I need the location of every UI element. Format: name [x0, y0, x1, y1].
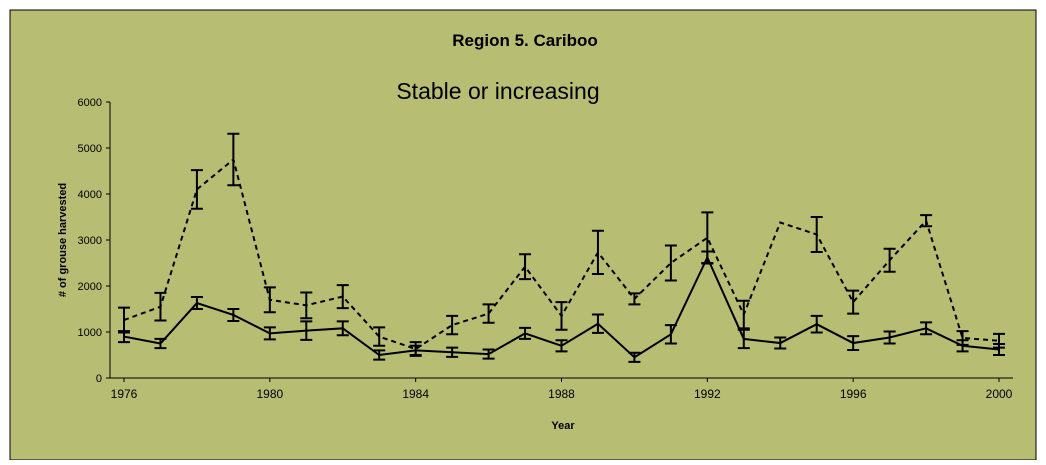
- chart-area: [9, 9, 1037, 461]
- chart-title: Region 5. Cariboo: [452, 31, 597, 50]
- error-bar: [154, 337, 167, 350]
- error-bar: [519, 326, 532, 340]
- error-bar: [446, 346, 459, 358]
- error-bar: [519, 253, 532, 281]
- chart-subtitle: Stable or increasing: [396, 78, 599, 104]
- error-bar: [154, 291, 167, 322]
- error-bar: [482, 348, 495, 360]
- x-axis-label: Year: [551, 420, 575, 432]
- error-bar: [883, 330, 896, 345]
- error-bar: [956, 330, 969, 346]
- error-bar: [664, 244, 677, 282]
- y-tick-label: 2000: [78, 281, 102, 293]
- error-bar: [409, 341, 422, 357]
- error-bar: [555, 339, 568, 353]
- y-tick-label: 5000: [78, 143, 102, 155]
- error-bar: [263, 326, 276, 341]
- error-bar: [227, 132, 240, 187]
- error-bar: [263, 286, 276, 314]
- error-bar: [993, 332, 1005, 349]
- x-tick-label: 1976: [111, 387, 138, 401]
- error-bar: [300, 320, 313, 341]
- x-tick-label: 1996: [840, 387, 867, 401]
- error-bar: [482, 303, 495, 324]
- error-bar: [300, 291, 313, 320]
- error-bar: [810, 314, 823, 334]
- x-tick-label: 1988: [548, 387, 575, 401]
- y-tick-label: 4000: [78, 189, 102, 201]
- error-bar: [190, 296, 203, 310]
- error-bar: [737, 328, 750, 350]
- error-bar: [664, 324, 677, 345]
- error-bar: [373, 349, 386, 361]
- error-bar: [628, 351, 641, 363]
- error-bar: [920, 321, 933, 336]
- error-bar: [373, 326, 386, 347]
- x-tick-label: 1984: [402, 387, 429, 401]
- error-bar: [446, 314, 459, 336]
- error-bar: [591, 229, 604, 276]
- y-tick-label: 3000: [78, 235, 102, 247]
- error-bar: [920, 214, 933, 228]
- error-bar: [628, 292, 641, 306]
- y-tick-label: 1000: [78, 327, 102, 339]
- x-tick-label: 1992: [694, 387, 721, 401]
- error-bar: [555, 301, 568, 331]
- x-tick-label: 2000: [986, 387, 1013, 401]
- error-bar: [883, 247, 896, 273]
- error-bar: [774, 336, 787, 350]
- y-tick-label: 0: [96, 373, 102, 385]
- error-bar: [701, 211, 714, 264]
- error-bar: [810, 216, 823, 253]
- error-bar: [737, 299, 750, 330]
- error-bar: [847, 335, 860, 351]
- y-tick-label: 6000: [78, 97, 102, 109]
- error-bar: [190, 169, 203, 210]
- error-bar: [847, 289, 860, 315]
- x-tick-label: 1980: [256, 387, 283, 401]
- y-axis-label: # of grouse harvested: [57, 183, 69, 297]
- error-bar: [227, 308, 240, 322]
- error-bar: [118, 306, 130, 334]
- error-bar: [336, 284, 349, 310]
- error-bar: [336, 320, 349, 337]
- error-bar: [591, 313, 604, 334]
